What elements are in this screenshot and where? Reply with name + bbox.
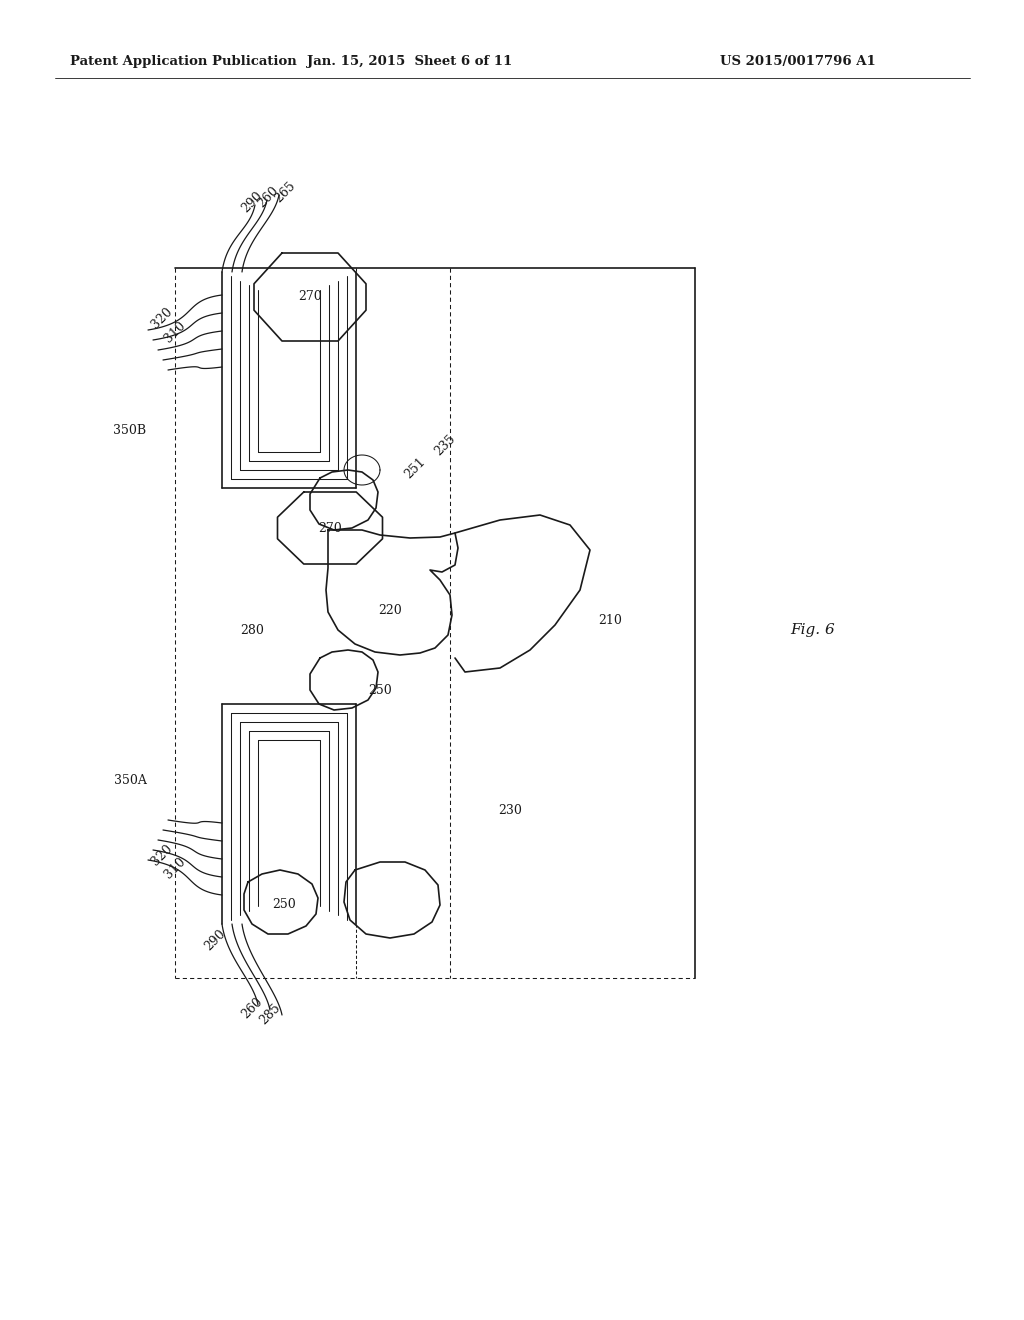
Text: 250: 250 xyxy=(368,684,392,697)
Text: 320: 320 xyxy=(148,842,175,869)
Text: 210: 210 xyxy=(598,614,622,627)
Text: Patent Application Publication: Patent Application Publication xyxy=(70,55,297,69)
Text: US 2015/0017796 A1: US 2015/0017796 A1 xyxy=(720,55,876,69)
Text: 310: 310 xyxy=(162,855,188,880)
Text: 220: 220 xyxy=(378,603,401,616)
Text: 251: 251 xyxy=(402,455,428,480)
Text: 350A: 350A xyxy=(114,774,146,787)
Text: 235: 235 xyxy=(432,432,458,458)
Text: 350B: 350B xyxy=(114,424,146,437)
Text: 290: 290 xyxy=(239,189,265,215)
Text: 280: 280 xyxy=(240,623,264,636)
Text: 285: 285 xyxy=(257,1001,283,1027)
Text: 250: 250 xyxy=(272,898,296,911)
Text: 265: 265 xyxy=(272,180,298,205)
Text: 230: 230 xyxy=(498,804,522,817)
Text: 270: 270 xyxy=(318,521,342,535)
Text: 320: 320 xyxy=(148,305,175,331)
Text: Fig. 6: Fig. 6 xyxy=(790,623,835,638)
Text: 290: 290 xyxy=(202,927,228,953)
Text: 260: 260 xyxy=(255,183,281,210)
Text: 260: 260 xyxy=(239,995,265,1022)
Text: 310: 310 xyxy=(162,319,188,345)
Text: 270: 270 xyxy=(298,290,322,304)
Text: Jan. 15, 2015  Sheet 6 of 11: Jan. 15, 2015 Sheet 6 of 11 xyxy=(307,55,513,69)
